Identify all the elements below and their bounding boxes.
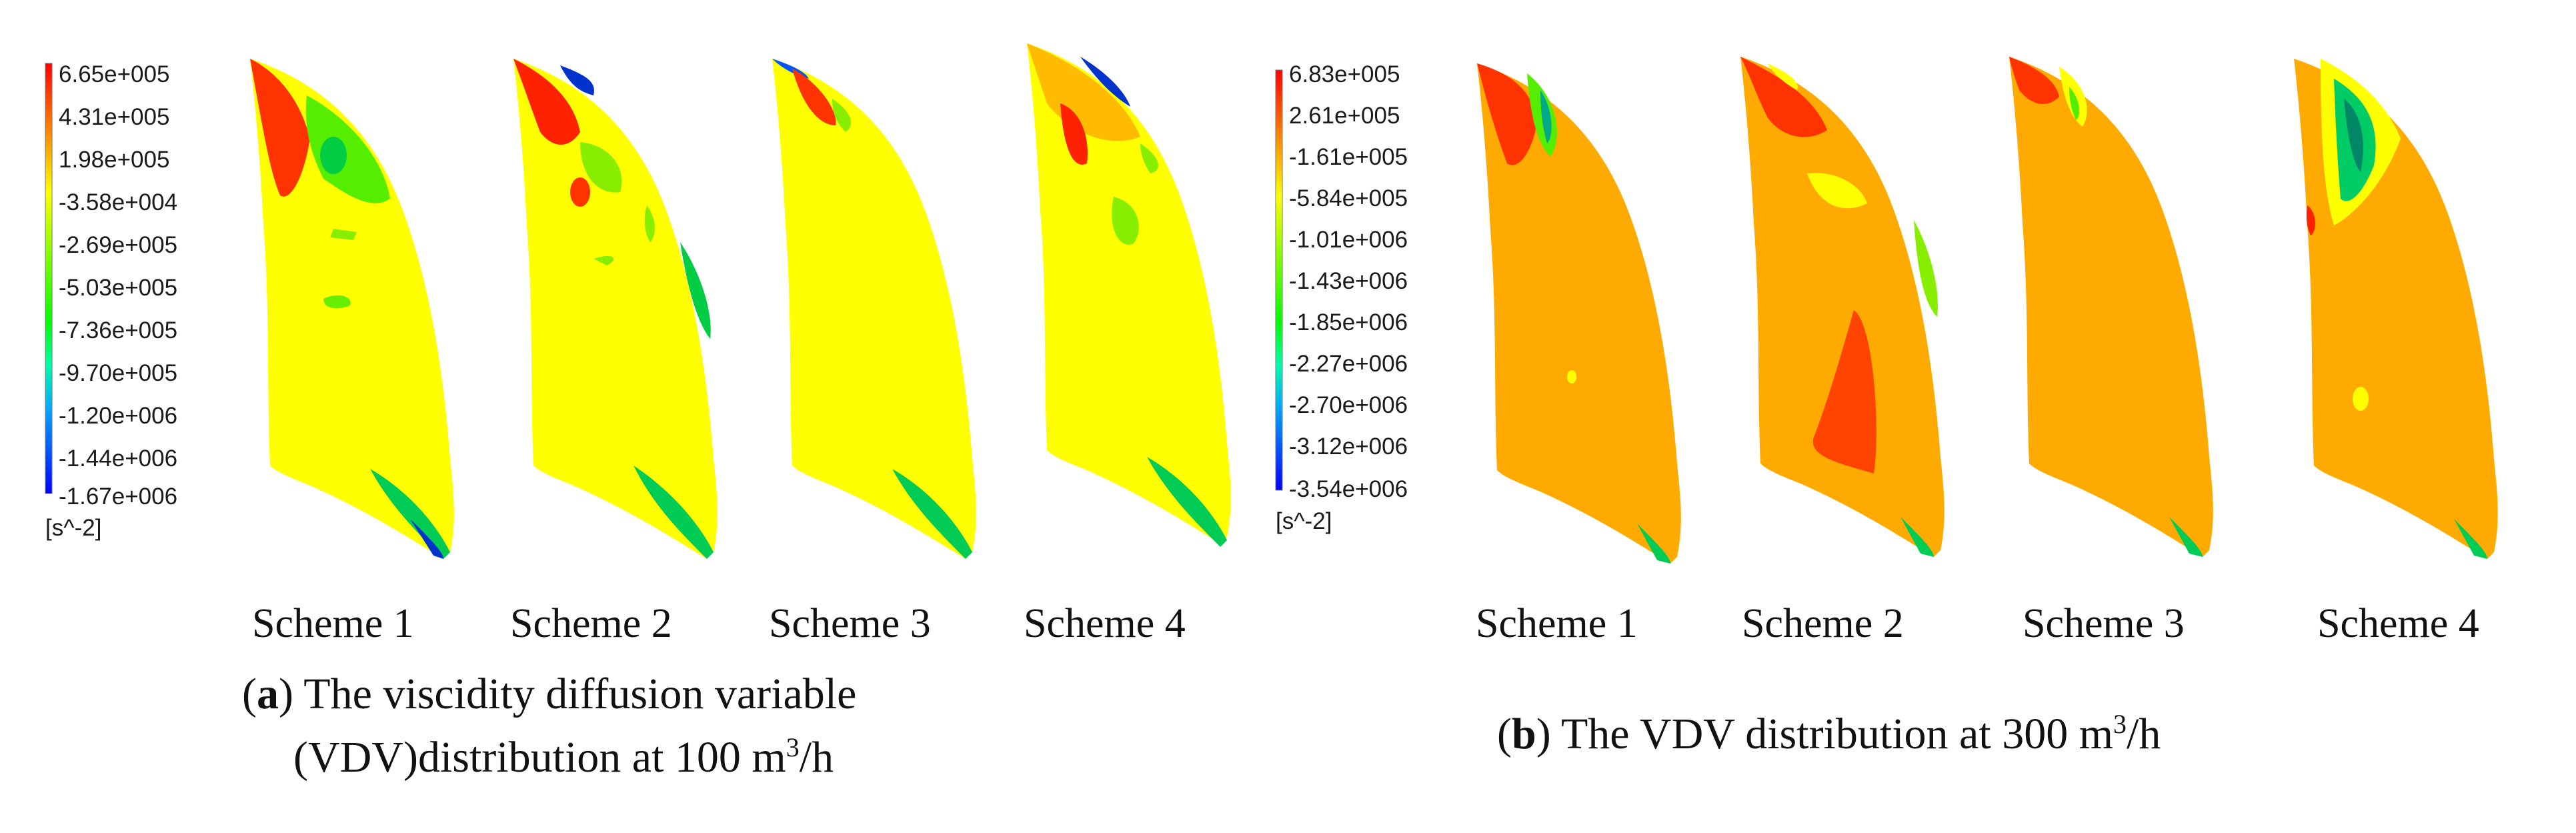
scheme-label-b-3: Scheme 3 (2023, 601, 2185, 646)
blade-b-scheme-1 (1477, 63, 1681, 564)
caption-a-line2: (VDV)distribution at 100 m3/h (293, 732, 834, 782)
caption-a-line1: (a) The viscidity diffusion variable (242, 670, 857, 718)
colorbar-b-label: -1.85e+006 (1289, 309, 1408, 335)
colorbar-a-label: -7.36e+005 (59, 317, 178, 343)
colorbar-b-label: 6.83e+005 (1289, 61, 1400, 87)
colorbar-a-label: -5.03e+005 (59, 275, 178, 301)
colorbar-a-label: 4.31e+005 (59, 104, 170, 130)
colorbar-a-label: -1.20e+006 (59, 403, 178, 429)
colorbar-b-label: 2.61e+005 (1289, 103, 1400, 129)
colorbar-b-unit: [s^-2] (1276, 508, 1332, 534)
colorbar-b-label: -1.61e+005 (1289, 144, 1408, 170)
scheme-label-a-4: Scheme 4 (1024, 601, 1186, 646)
colorbar-b-label: -5.84e+005 (1289, 185, 1408, 211)
colorbar-b-label: -3.54e+006 (1289, 476, 1408, 502)
colorbar-b (1275, 69, 1283, 491)
colorbar-a-label: -2.69e+005 (59, 232, 178, 258)
scheme-label-a-2: Scheme 2 (510, 601, 672, 646)
colorbar-b-label: -1.01e+006 (1289, 227, 1408, 253)
scheme-label-a-1: Scheme 1 (252, 601, 414, 646)
colorbar-a (45, 63, 53, 494)
colorbar-b-label: -2.27e+006 (1289, 351, 1408, 377)
colorbar-a-label: 6.65e+005 (59, 61, 170, 87)
blade-a-scheme-3 (772, 59, 976, 559)
caption-b: (b) The VDV distribution at 300 m3/h (1497, 709, 2161, 758)
colorbar-a-unit: [s^-2] (45, 515, 102, 541)
colorbar-b-label: -1.43e+006 (1289, 268, 1408, 294)
blade-a-scheme-1 (250, 59, 454, 559)
scheme-label-b-4: Scheme 4 (2317, 601, 2479, 646)
colorbar-b-label: -2.70e+006 (1289, 392, 1408, 418)
scheme-label-b-2: Scheme 2 (1742, 601, 1904, 646)
colorbar-a-label: -1.44e+006 (59, 446, 178, 472)
blade-a-scheme-4 (1027, 43, 1231, 547)
blade-b-scheme-4 (2294, 59, 2498, 559)
colorbar-a-label: -3.58e+004 (59, 189, 178, 215)
blade-b-scheme-2 (1740, 57, 1945, 557)
colorbar-a-label: 1.98e+005 (59, 147, 170, 173)
scheme-label-b-1: Scheme 1 (1476, 601, 1638, 646)
blade-a-scheme-2 (513, 59, 718, 559)
scheme-label-a-3: Scheme 3 (769, 601, 931, 646)
blade-b-scheme-3 (2009, 57, 2213, 557)
colorbar-a-label: -9.70e+005 (59, 360, 178, 386)
colorbar-b-label: -3.12e+006 (1289, 434, 1408, 460)
colorbar-a-label: -1.67e+006 (59, 484, 178, 510)
